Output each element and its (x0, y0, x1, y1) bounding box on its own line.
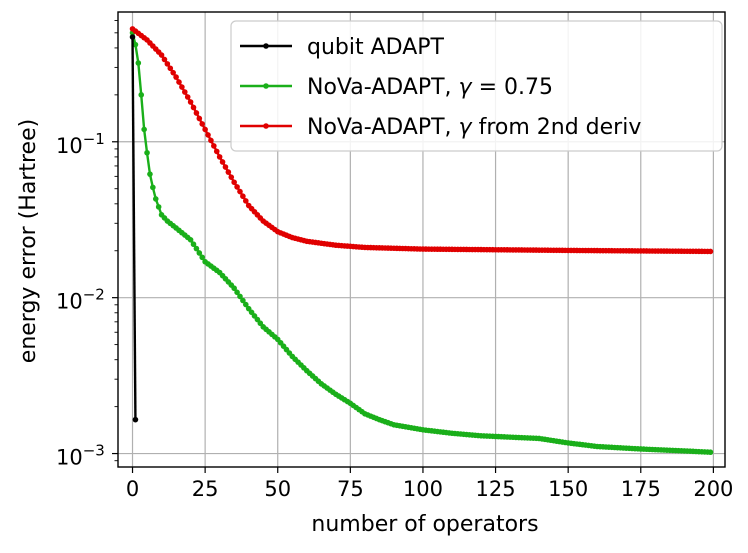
legend-marker-nova-2nd-deriv (263, 123, 269, 129)
data-point (190, 104, 197, 111)
data-point (234, 184, 240, 190)
data-point (182, 89, 188, 95)
series-line (131, 37, 137, 420)
data-point (222, 164, 229, 170)
data-point (161, 56, 168, 63)
data-point (132, 41, 139, 48)
data-point (231, 179, 237, 186)
data-point (205, 132, 211, 138)
series-2 (129, 26, 714, 255)
data-point (176, 79, 182, 85)
data-point (179, 84, 185, 90)
data-point (141, 126, 147, 133)
data-point (237, 293, 243, 300)
series-0 (129, 34, 139, 423)
x-tick-label: 75 (337, 477, 364, 501)
data-point (167, 65, 174, 72)
legend-label-qubit-adapt: qubit ADAPT (307, 35, 445, 60)
data-point (234, 289, 240, 296)
data-point (155, 204, 162, 210)
x-axis-label: number of operators (311, 512, 538, 537)
data-point (228, 174, 235, 180)
data-point (196, 115, 203, 122)
legend: qubit ADAPT NoVa-ADAPT, γ = 0.75 NoVa-AD… (230, 20, 723, 152)
data-point (240, 193, 246, 200)
y-axis-ticks: 10−3 10−2 10−1 (56, 20, 118, 470)
data-point (196, 250, 203, 256)
data-point (150, 184, 156, 191)
x-tick-label: 125 (476, 477, 516, 501)
data-point (219, 159, 226, 165)
data-point (231, 285, 237, 292)
x-axis-ticks: 0 25 50 75 100 125 150 175 200 (126, 467, 733, 501)
data-point (216, 154, 223, 160)
data-point (158, 52, 165, 58)
x-tick-label: 50 (264, 477, 291, 501)
legend-label-nova-fixed: NoVa-ADAPT, γ = 0.75 (307, 75, 553, 100)
data-point (129, 34, 136, 40)
y-tick-label: 10−3 (56, 442, 105, 470)
data-point (240, 297, 246, 304)
legend-box (230, 20, 723, 152)
data-point (707, 449, 714, 456)
legend-label-nova-2nd-deriv: NoVa-ADAPT, γ from 2nd deriv (307, 115, 641, 140)
data-point (132, 416, 139, 423)
x-tick-label: 200 (693, 477, 733, 501)
data-point (202, 126, 208, 133)
y-axis-label: energy error (Hartree) (16, 119, 41, 363)
data-point (187, 99, 194, 105)
legend-marker-qubit-adapt (263, 43, 269, 49)
data-point (138, 92, 145, 98)
data-point (144, 149, 150, 156)
data-point (190, 241, 197, 248)
data-point (211, 143, 217, 149)
data-point (193, 110, 200, 116)
data-point (208, 137, 214, 144)
y-tick-label: 10−1 (56, 130, 105, 158)
data-point (199, 121, 206, 127)
data-point (184, 94, 191, 100)
data-point (199, 254, 206, 261)
x-tick-label: 100 (403, 477, 443, 501)
plot-frame (117, 11, 726, 468)
data-point (213, 148, 220, 155)
data-point (193, 245, 200, 252)
series-1 (129, 30, 714, 456)
x-tick-label: 175 (621, 477, 661, 501)
data-point (242, 198, 249, 204)
data-point (237, 188, 243, 195)
data-point (152, 196, 159, 202)
data-point (173, 74, 179, 80)
x-tick-label: 150 (548, 477, 588, 501)
y-tick-label: 10−2 (56, 286, 105, 314)
series-layer (129, 26, 714, 456)
data-point (170, 69, 176, 76)
data-point (147, 171, 153, 177)
x-tick-label: 0 (126, 477, 139, 501)
x-tick-label: 25 (192, 477, 219, 501)
data-point (187, 237, 194, 243)
data-point (225, 169, 232, 175)
data-point (242, 301, 249, 308)
legend-marker-nova-fixed (263, 83, 269, 89)
data-point (135, 60, 142, 66)
data-point (164, 61, 171, 67)
data-point (707, 248, 714, 255)
